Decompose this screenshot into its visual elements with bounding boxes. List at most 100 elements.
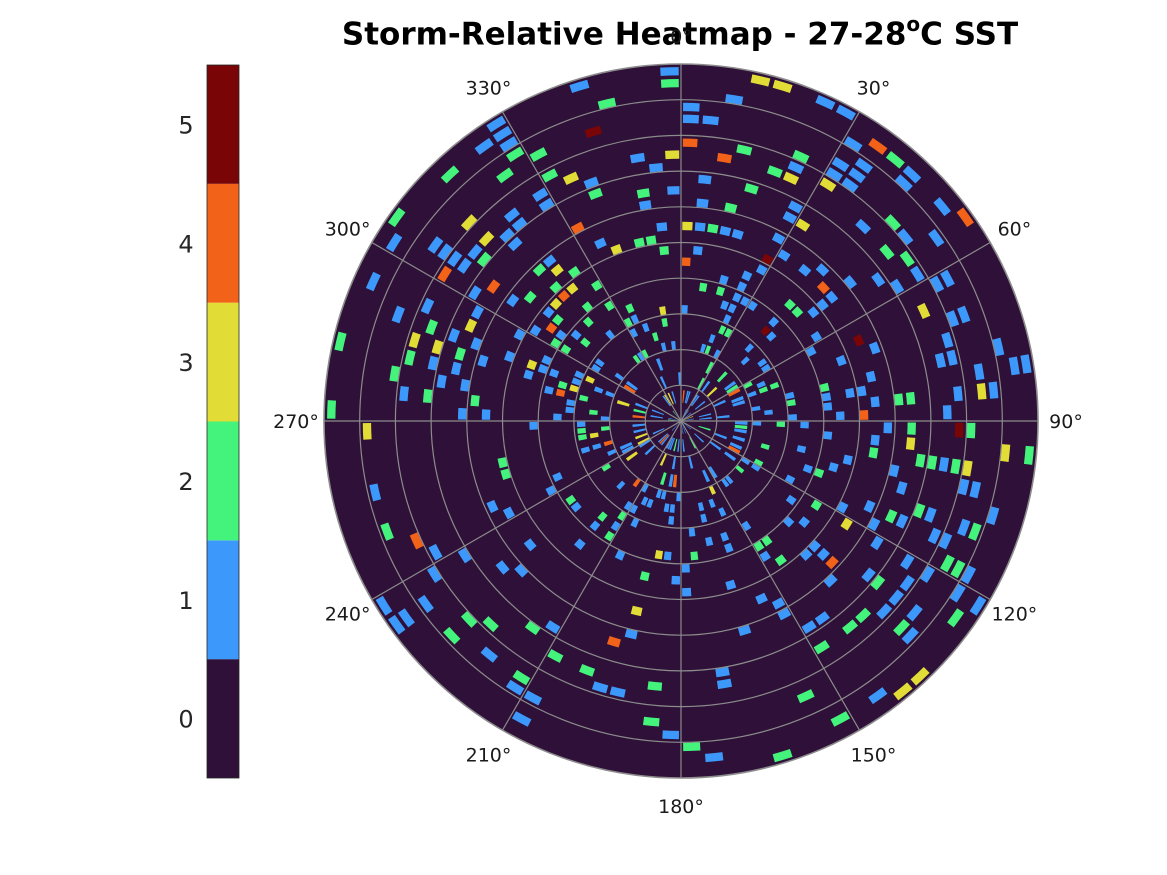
heatmap-cell <box>949 583 966 603</box>
heatmap-cell <box>632 478 641 488</box>
heatmap-cell <box>327 400 336 419</box>
heatmap-cell <box>938 532 953 550</box>
heatmap-cell <box>671 575 680 585</box>
heatmap-cell <box>625 451 638 462</box>
heatmap-cell <box>637 437 650 446</box>
heatmap-cell <box>755 264 768 276</box>
heatmap-cell <box>633 237 645 248</box>
heatmap-cell <box>946 310 960 328</box>
heatmap-cell <box>547 649 564 663</box>
heatmap-cell <box>672 410 681 421</box>
heatmap-cell <box>541 168 559 183</box>
heatmap-cell <box>480 646 499 663</box>
heatmap-cell <box>570 329 582 341</box>
heatmap-cell <box>841 177 859 193</box>
heatmap-cell <box>555 329 567 341</box>
heatmap-cell <box>1000 444 1011 462</box>
heatmap-cell <box>388 614 406 635</box>
heatmap-cell <box>408 331 421 349</box>
angular-tick-label: 150° <box>851 744 897 766</box>
heatmap-cell <box>884 214 902 231</box>
heatmap-cell <box>726 384 739 394</box>
heatmap-cell <box>467 243 483 260</box>
heatmap-cell <box>553 413 562 421</box>
heatmap-cell <box>542 254 557 268</box>
heatmap-cell <box>426 565 443 583</box>
heatmap-cell <box>708 333 716 344</box>
heatmap-cell <box>761 253 774 266</box>
heatmap-cell <box>795 218 811 232</box>
heatmap-cell <box>671 421 681 431</box>
heatmap-cell <box>523 690 543 706</box>
heatmap-cell <box>583 176 599 190</box>
colorbar-tick-label: 1 <box>178 587 193 615</box>
heatmap-cell <box>667 186 680 195</box>
heatmap-cell <box>715 666 730 678</box>
heatmap-cell <box>606 636 621 648</box>
heatmap-cell <box>537 363 549 375</box>
heatmap-cell <box>634 432 648 440</box>
heatmap-cell <box>576 421 586 428</box>
heatmap-cell <box>699 282 708 292</box>
heatmap-cell <box>605 390 615 398</box>
heatmap-cell <box>665 436 673 449</box>
heatmap-cell <box>514 563 529 578</box>
heatmap-cell <box>668 515 675 525</box>
heatmap-cell <box>677 439 680 452</box>
heatmap-cell <box>757 358 768 368</box>
title-main: Storm-Relative Heatmap - 27-28 <box>341 16 907 53</box>
heatmap-cell <box>478 230 495 247</box>
heatmap-cell <box>856 385 867 397</box>
heatmap-cell <box>541 354 553 366</box>
heatmap-cell <box>821 392 832 402</box>
heatmap-cell <box>940 269 955 288</box>
heatmap-cell <box>725 579 737 591</box>
heatmap-cell <box>737 624 752 637</box>
heatmap-cell <box>799 548 813 562</box>
heatmap-cell <box>986 506 1000 526</box>
heatmap-cell <box>816 547 830 561</box>
heatmap-cell <box>725 475 734 485</box>
heatmap-cell <box>760 325 771 336</box>
heatmap-cell <box>706 386 718 397</box>
heatmap-cell <box>907 422 916 435</box>
heatmap-cell <box>504 350 516 363</box>
heatmap-cell <box>660 472 667 486</box>
heatmap-cell <box>777 249 791 262</box>
heatmap-cell <box>699 417 712 420</box>
heatmap-cell <box>621 445 635 454</box>
heatmap-cell <box>617 510 627 522</box>
heatmap-cell <box>684 390 689 404</box>
heatmap-cell <box>752 421 762 426</box>
heatmap-cell <box>861 567 876 583</box>
heatmap-cell <box>694 400 706 410</box>
heatmap-cell <box>759 550 771 563</box>
heatmap-cell <box>766 331 777 342</box>
heatmap-cell <box>791 306 804 318</box>
heatmap-cell <box>720 531 730 542</box>
heatmap-cell <box>669 504 675 513</box>
heatmap-cell <box>801 620 817 634</box>
angular-grid-line <box>371 241 682 422</box>
heatmap-cell <box>735 465 745 474</box>
chart-title: Storm-Relative Heatmap - 27-28oC SST <box>341 12 1018 53</box>
heatmap-cell <box>957 518 971 537</box>
heatmap-cell <box>660 490 667 500</box>
heatmap-cell <box>836 501 849 514</box>
title-superscript: o <box>906 12 921 36</box>
heatmap-cell <box>690 551 699 561</box>
heatmap-cell <box>885 151 905 169</box>
heatmap-cell <box>716 371 728 383</box>
heatmap-cell <box>701 380 711 393</box>
heatmap-cell <box>792 149 810 164</box>
heatmap-cell <box>912 503 926 519</box>
heatmap-cell <box>894 174 913 192</box>
heatmap-cell <box>542 306 555 319</box>
heatmap-cell <box>651 409 665 415</box>
colorbar-tick-label: 0 <box>178 706 193 734</box>
heatmap-cell <box>707 223 719 234</box>
heatmap-cell <box>391 305 405 324</box>
heatmap-cell <box>900 553 915 570</box>
heatmap-cell <box>651 332 659 342</box>
heatmap-cell <box>610 244 623 256</box>
